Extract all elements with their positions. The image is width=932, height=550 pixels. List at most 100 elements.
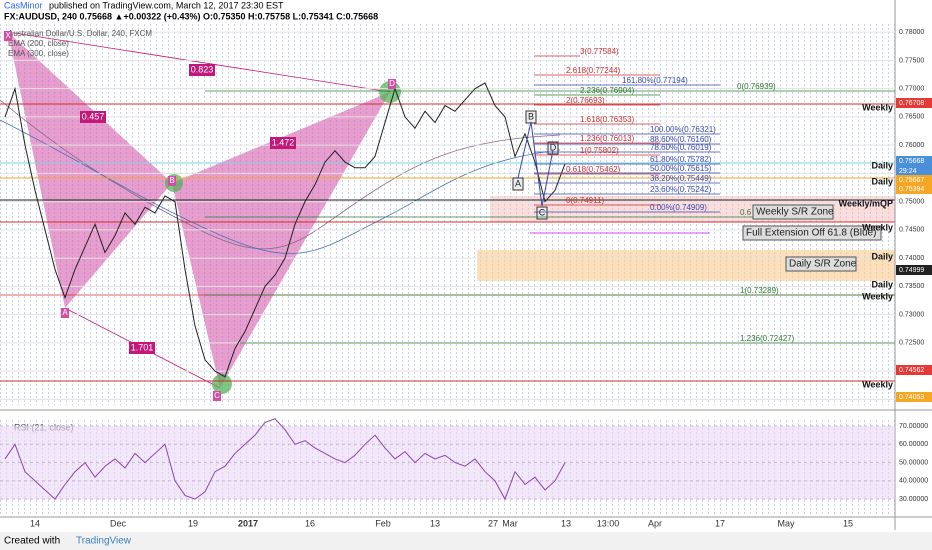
side-label: Daily [871,279,893,289]
footer-brand[interactable]: TradingView [76,536,132,547]
fib-label: 0.618(0.75462) [566,165,621,174]
small-point: B [528,111,534,121]
fib-label: 161.80%(0.77194) [622,76,688,85]
price-tag: 0.75394 [899,186,924,193]
ratio-box [129,342,155,354]
rsi-tick-label: 30.00000 [899,496,928,503]
fib-label: 23.60%(0.75242) [650,185,712,194]
fib-label: 2(0.76693) [566,96,605,105]
price-tick-label: 0.73000 [899,311,924,318]
price-tag-box [896,392,932,402]
zone-label: Daily S/R Zone [789,259,857,270]
price-tag: 29:24 [899,168,917,175]
price-tick-label: 0.76000 [899,142,924,149]
fib-label: 61.80%(0.75782) [650,155,712,164]
ratio-box [80,111,106,123]
date-label: Dec [110,518,127,528]
price-tag: 0.74053 [899,394,924,401]
date-label: 19 [188,518,198,528]
pattern-bcd [172,92,390,388]
price-line [4,82,566,378]
rsi-tick-label: 60.00000 [899,441,928,448]
pattern-point: B [169,176,174,185]
pattern-point-box [213,391,221,401]
price-tick-label: 0.78000 [899,29,924,36]
price-tag-box [896,175,932,185]
date-label: 2017 [238,518,258,528]
price-tick-label: 0.74500 [899,227,924,234]
small-point-box [547,141,559,155]
zone-label: Full Extension Off 61.8 (Blue) [746,228,876,239]
symbol-line: FX:AUDUSD, 240 0.75668 ▲+0.00322 (+0.43%… [4,11,378,21]
small-point: D [550,142,557,152]
fib-label: 88.60%(0.76160) [650,135,712,144]
price-tag-box [896,98,932,108]
price-tag: 0.74562 [899,367,924,374]
legend-entry: EMA (200, close) [8,39,69,48]
price-tick-label: 0.77500 [899,57,924,64]
fib-label: 3(0.77584) [580,47,619,56]
date-label: 27 [488,518,498,528]
side-label: Weekly [862,291,893,301]
small-point: A [515,178,521,188]
rsi-tick-label: 40.00000 [899,478,928,485]
zone-label-box [742,225,882,241]
footer-text: Created with [4,536,60,547]
price-tag: 0.74999 [899,267,924,274]
pattern-xd [7,31,391,93]
price-tag-box [896,184,932,194]
legend-entry: EMA (300, close) [8,49,69,58]
date-label: 17 [715,518,725,528]
fib-label: 50.00%(0.75615) [650,164,712,173]
fib-label: 78.60%(0.76019) [650,143,712,152]
pattern-xab [8,32,172,308]
zone-label: Weekly S/R Zone [756,207,834,218]
ema-200 [0,99,561,250]
ratio-label: 1.701 [131,342,154,352]
ratio-box [270,137,296,149]
price-tag-box [896,166,932,176]
ratio-box [189,64,215,76]
legend-entry: Australian Dollar/U.S. Dollar, 240, FXCM [8,29,152,38]
fib-label: 1.618(0.76353) [580,115,635,124]
side-label: Weekly/mQP [839,198,893,208]
price-tag-box [896,156,932,166]
fib-label: 1.236(0.76013) [580,134,635,143]
zone-label-box [752,204,834,220]
author[interactable]: CasMinor [4,0,43,10]
fib-label: 38.20%(0.75449) [650,174,712,183]
pattern-point: X [5,31,11,40]
price-tag: 0.75667 [899,177,924,184]
point-c-marker [212,374,232,394]
price-tick-label: 0.72500 [899,340,924,347]
dotted-grid [0,22,895,405]
side-label: Weekly [862,222,893,232]
date-label: May [777,518,795,528]
price-tick-label: 0.73500 [899,283,924,290]
side-label: Daily [871,160,893,170]
price-tag: 0.75668 [899,158,924,165]
pattern-point-box [61,308,69,318]
zone-label-box [785,256,857,272]
date-label: 13:00 [597,518,620,528]
fib-label: 100.00%(0.76321) [650,125,716,134]
pattern-point-box [388,79,396,89]
side-label: Daily [871,176,893,186]
fib-label: 2.236(0.76904) [580,86,635,95]
pattern-point-box [168,176,176,186]
price-tick-label: 0.74000 [899,255,924,262]
ratio-label: 1.472 [272,137,295,147]
footer-bar [0,532,932,550]
small-point: C [539,207,546,217]
date-label: 15 [843,518,853,528]
pattern-point-box [4,31,12,41]
fib-label: 1(0.75802) [580,146,619,155]
date-label: Apr [648,518,662,528]
fib-label: 0(0.76939) [737,82,776,91]
date-label: 14 [30,518,40,528]
fib-label: 1(0.73289) [740,286,779,295]
rsi-tick-label: 70.00000 [899,423,928,430]
price-tag-box [896,265,932,275]
price-tag-box [896,365,932,375]
